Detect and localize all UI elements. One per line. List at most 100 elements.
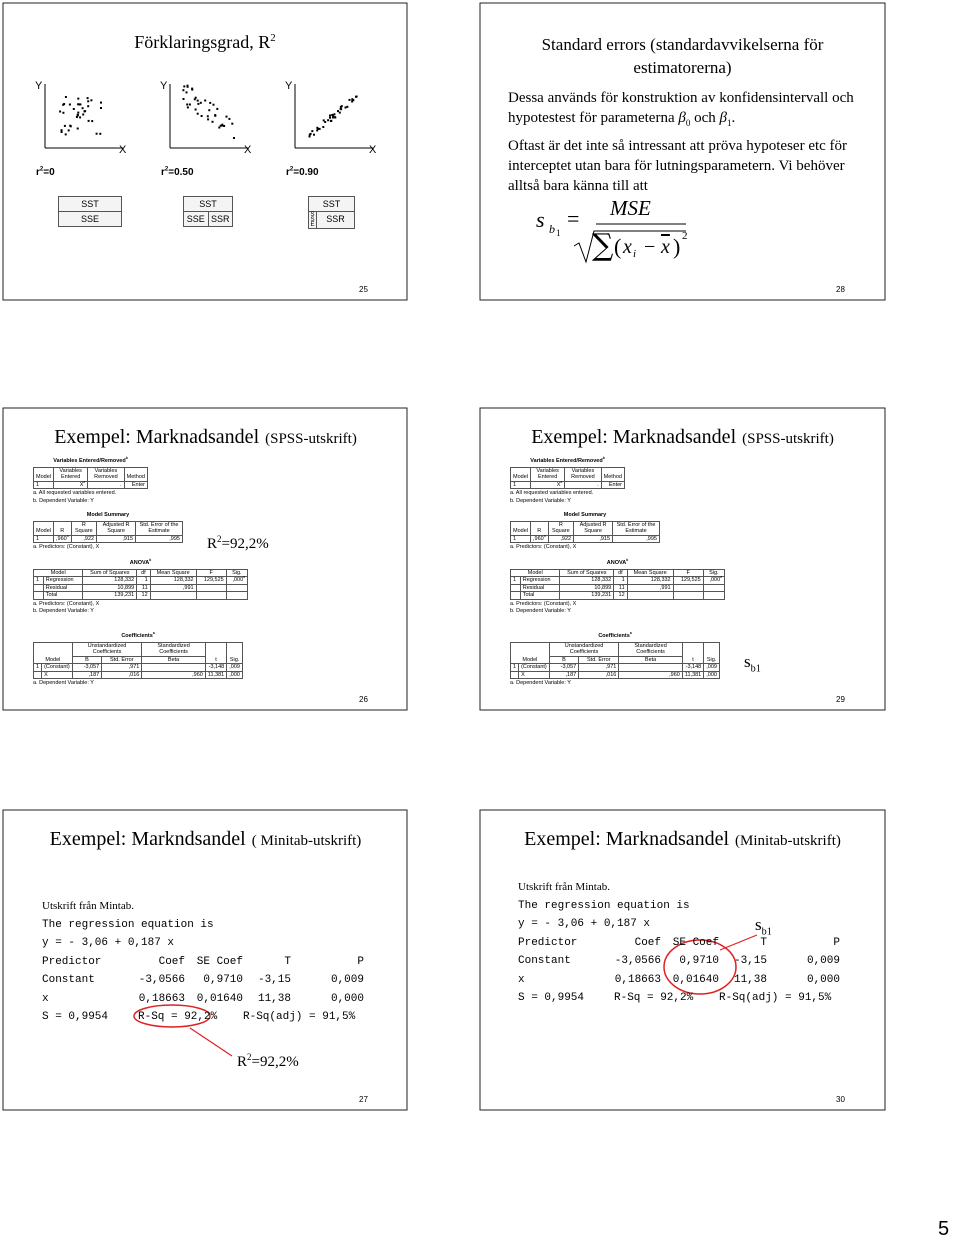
data-row: 1,960a ,922,915,995 xyxy=(33,534,183,543)
box-cell: SSE xyxy=(80,214,99,224)
text-part: Coefficients xyxy=(121,633,153,639)
data-row: X ,187,016,960 11,381,000 xyxy=(32,670,243,679)
header-cell: Sum of Squares xyxy=(82,568,138,577)
data-cell: Enter xyxy=(123,480,149,489)
data-cell: 1 xyxy=(32,663,43,672)
text-part: och xyxy=(694,110,716,126)
data-cell: ,971 xyxy=(578,663,620,672)
scatter-dot xyxy=(308,133,311,136)
scatter-dot xyxy=(339,107,342,110)
output-cell: SE Coef xyxy=(672,936,719,949)
subscript: 0 xyxy=(685,118,691,128)
scatter-dot xyxy=(69,124,72,127)
scatter-dot xyxy=(76,113,79,116)
scatter-dot xyxy=(188,103,191,106)
scatter-dot xyxy=(186,106,189,109)
slide-title: Exempel: Markndsandel ( Minitab-utskrift) xyxy=(3,828,408,851)
scatter-dot xyxy=(60,131,63,133)
data-cell xyxy=(225,591,249,600)
slide-frame xyxy=(479,809,886,1111)
header-cell: df xyxy=(613,568,628,577)
data-row: 1 Xa. Enter xyxy=(33,480,149,489)
scatter-dot xyxy=(216,107,219,110)
header-cell: Model xyxy=(32,568,84,577)
data-cell: 12 xyxy=(613,591,628,600)
header-cell: Std. Error of the Estimate xyxy=(612,520,660,536)
scatter-dot xyxy=(209,101,212,104)
data-cell: ,995 xyxy=(612,534,660,543)
data-cell: 1 xyxy=(509,663,520,672)
data-cell: 128,332 xyxy=(559,576,615,585)
text-part: r xyxy=(161,167,165,178)
data-cell: ,000 xyxy=(703,670,720,679)
footnote: b. Dependent Variable: Y xyxy=(510,608,571,614)
variance-box: SST SSE SSR xyxy=(183,196,233,227)
superscript: b xyxy=(602,456,605,461)
data-cell: ,915 xyxy=(573,534,614,543)
spss-output: Model Summary Model R R Square Adjusted R Sq… xyxy=(510,512,660,551)
scatter-dot xyxy=(77,97,80,100)
data-cell xyxy=(33,591,44,600)
data-cell: 1 xyxy=(33,576,44,585)
header-cell: Mean Square xyxy=(149,568,197,577)
output-cell: x xyxy=(42,992,49,1005)
cell-text: ,000 xyxy=(709,577,721,583)
output-cell: 11,38 xyxy=(733,973,767,986)
data-cell: 128,332 xyxy=(626,576,674,585)
table-title: Variables Entered/Removedb xyxy=(510,456,625,465)
data-cell: Total xyxy=(519,591,561,600)
output-cell: S = 0,9954 xyxy=(518,992,585,1004)
highlight-ellipse xyxy=(133,1004,211,1028)
superscript: 2 xyxy=(164,166,169,173)
scatter-dot xyxy=(186,103,189,106)
table-title: Model Summary xyxy=(33,512,183,519)
header-row: Model Sum of Squares df Mean Square F Sig. xyxy=(509,568,726,577)
superscript: 2 xyxy=(217,534,222,544)
header-cell: Variables Removed xyxy=(564,466,602,482)
scatter-dot xyxy=(191,87,194,90)
header-cell: Adjusted R Square xyxy=(96,520,137,536)
scatter-dot xyxy=(77,111,80,114)
spss-table: Model Sum of Squares df Mean Square F Sig. 1 Re… xyxy=(32,568,249,600)
header-cell: F xyxy=(672,568,704,577)
data-row: 1 (Constant) -3,057,971 -3,148,009 xyxy=(509,663,720,672)
spss-table: Model Variables Entered Variables Removed M… xyxy=(33,466,149,490)
text-part: (SPSS-utskrift) xyxy=(265,431,357,447)
table-title: ANOVAb xyxy=(510,558,725,567)
x-axis-label: X xyxy=(244,144,252,156)
output-cell: 11,38 xyxy=(257,992,291,1005)
text-part: =0.90 xyxy=(293,167,319,178)
superscript: 2 xyxy=(247,1052,252,1062)
box-bottom: SSE SSR xyxy=(309,212,354,228)
data-cell: ,995 xyxy=(135,534,183,543)
spss-output: Coefficientsa Model Unstandardized Coeffic… xyxy=(32,631,243,687)
output-cell: Coef xyxy=(158,955,185,968)
header-cell: Model xyxy=(33,466,54,482)
superscript: a xyxy=(560,479,563,484)
data-cell: 1 xyxy=(136,576,151,585)
scatter-dot xyxy=(186,85,189,88)
scatter-dot xyxy=(197,102,200,105)
data-cell: ,915 xyxy=(96,534,137,543)
subscript: b1 xyxy=(750,663,761,675)
data-cell: 139,231 xyxy=(559,591,615,600)
scatter-dot xyxy=(308,135,311,138)
text-part: r xyxy=(286,167,290,178)
footnote: a. Dependent Variable: Y xyxy=(33,680,94,686)
scatter-dot xyxy=(214,114,217,117)
header-cell: Beta xyxy=(618,655,683,664)
formula-symbol: ( xyxy=(614,234,622,259)
superscript: a xyxy=(152,631,155,636)
scatter-dot xyxy=(186,84,189,87)
scatter-dot xyxy=(99,132,102,135)
header-cell: B xyxy=(71,655,103,664)
footnote: a. All requested variables entered. xyxy=(510,490,594,496)
superscript: b xyxy=(626,558,629,563)
text-part: =92,2% xyxy=(221,536,269,552)
cell-text: ,960 xyxy=(532,535,544,542)
output-cell: T xyxy=(284,955,291,968)
text-part: Coefficients xyxy=(598,633,630,639)
scatter-dot xyxy=(221,123,224,126)
scatter-dot xyxy=(228,117,231,120)
data-cell: ,000a xyxy=(225,576,249,585)
